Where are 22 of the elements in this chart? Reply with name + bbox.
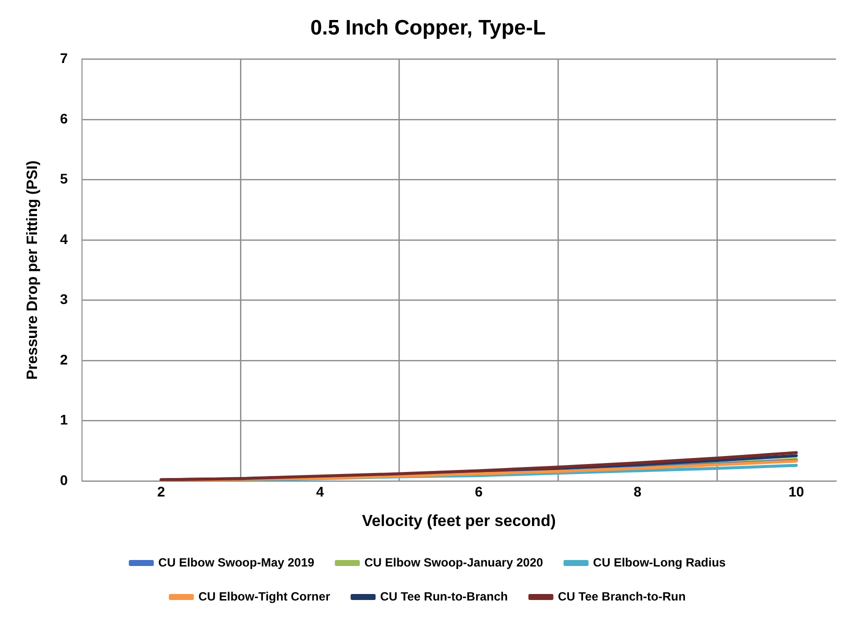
legend-label: CU Elbow-Tight Corner	[198, 589, 330, 604]
legend-label: CU Tee Branch-to-Run	[558, 589, 686, 604]
y-tick-label: 3	[60, 291, 68, 308]
y-tick-label: 4	[60, 230, 68, 247]
x-tick-label: 4	[316, 483, 324, 500]
legend-label: CU Elbow Swoop-May 2019	[158, 555, 315, 570]
y-tick-label: 6	[60, 110, 68, 126]
x-tick-label: 6	[474, 483, 483, 500]
x-tick-label: 2	[157, 483, 166, 500]
y-tick-label: 7	[60, 50, 68, 66]
y-tick-label: 2	[60, 351, 68, 368]
y-tick-label: 0	[60, 472, 68, 488]
x-tick-label: 8	[634, 483, 642, 500]
x-axis-title: Velocity (feet per second)	[362, 512, 556, 530]
legend-label: CU Tee Run-to-Branch	[380, 589, 508, 604]
x-tick-label: 10	[788, 483, 804, 500]
y-tick-label: 5	[60, 170, 68, 187]
y-axis-title: Pressure Drop per Fitting (PSI)	[24, 160, 42, 380]
legend-label: CU Elbow-Long Radius	[593, 555, 726, 570]
y-tick-label: 1	[60, 412, 68, 428]
chart-title: 0.5 Inch Copper, Type-L	[310, 16, 546, 40]
legend-label: CU Elbow Swoop-January 2020	[364, 555, 544, 570]
